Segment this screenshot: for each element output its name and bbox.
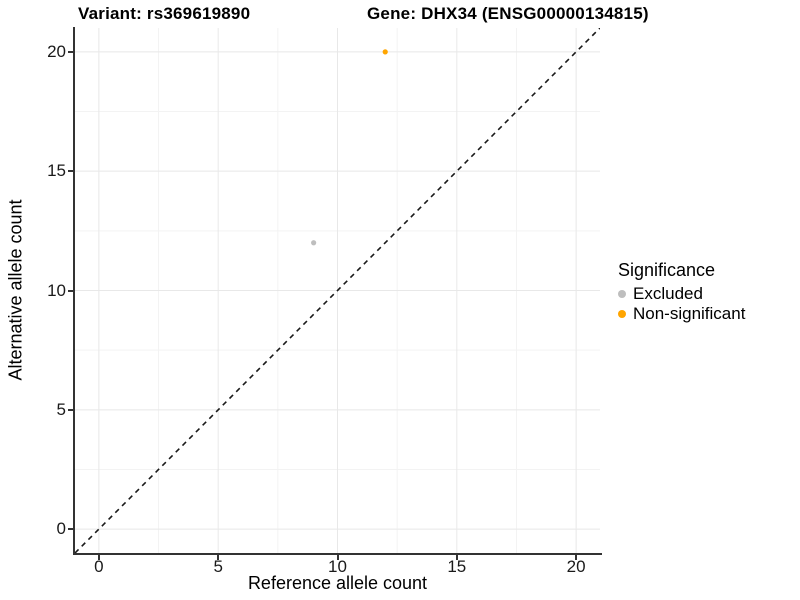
x-axis-title: Reference allele count [247,573,428,593]
plot-title-gene: Gene: DHX34 (ENSG00000134815) [367,4,649,23]
plot-panel [75,28,600,553]
y-tick-label: 20 [47,41,66,61]
x-tick-mark [575,555,578,560]
x-tick-label: 15 [447,557,467,576]
x-tick-mark [217,555,220,560]
y-tick-mark [68,170,73,173]
identity-dashed-line [75,28,600,553]
y-tick-label: 0 [56,519,66,539]
legend-item-label: Non-significant [633,304,746,323]
plot-title-variant: Variant: rs369619890 [78,4,251,23]
y-axis-line [73,27,75,555]
legend-title: Significance [618,260,716,280]
legend-point-icon [618,310,626,318]
chart-canvas [75,28,600,553]
x-tick-label: 10 [328,557,347,576]
x-tick-mark [97,555,100,560]
x-tick-label: 0 [94,557,104,576]
legend-point-icon [618,290,626,298]
x-tick-label: 5 [213,557,223,576]
y-tick-mark [68,408,73,411]
x-axis-line [73,553,602,555]
y-tick-mark [68,528,73,531]
y-tick-label: 10 [47,280,66,300]
x-tick-mark [455,555,458,560]
x-tick-mark [336,555,339,560]
y-tick-label: 5 [56,399,66,419]
x-tick-label: 20 [566,557,586,576]
y-tick-mark [68,289,73,292]
y-axis-title: Alternative allele count [5,199,26,381]
y-tick-mark [68,50,73,53]
legend: Significance Excluded Non-significant [618,260,745,324]
data-point-excluded [311,240,317,246]
y-tick-label: 15 [47,161,66,181]
legend-item-label: Excluded [633,284,703,303]
data-point-non-significant [382,49,388,55]
legend-items: Excluded Non-significant [618,284,745,324]
legend-item-excluded: Excluded [618,284,745,304]
legend-item-non-significant: Non-significant [618,304,745,324]
